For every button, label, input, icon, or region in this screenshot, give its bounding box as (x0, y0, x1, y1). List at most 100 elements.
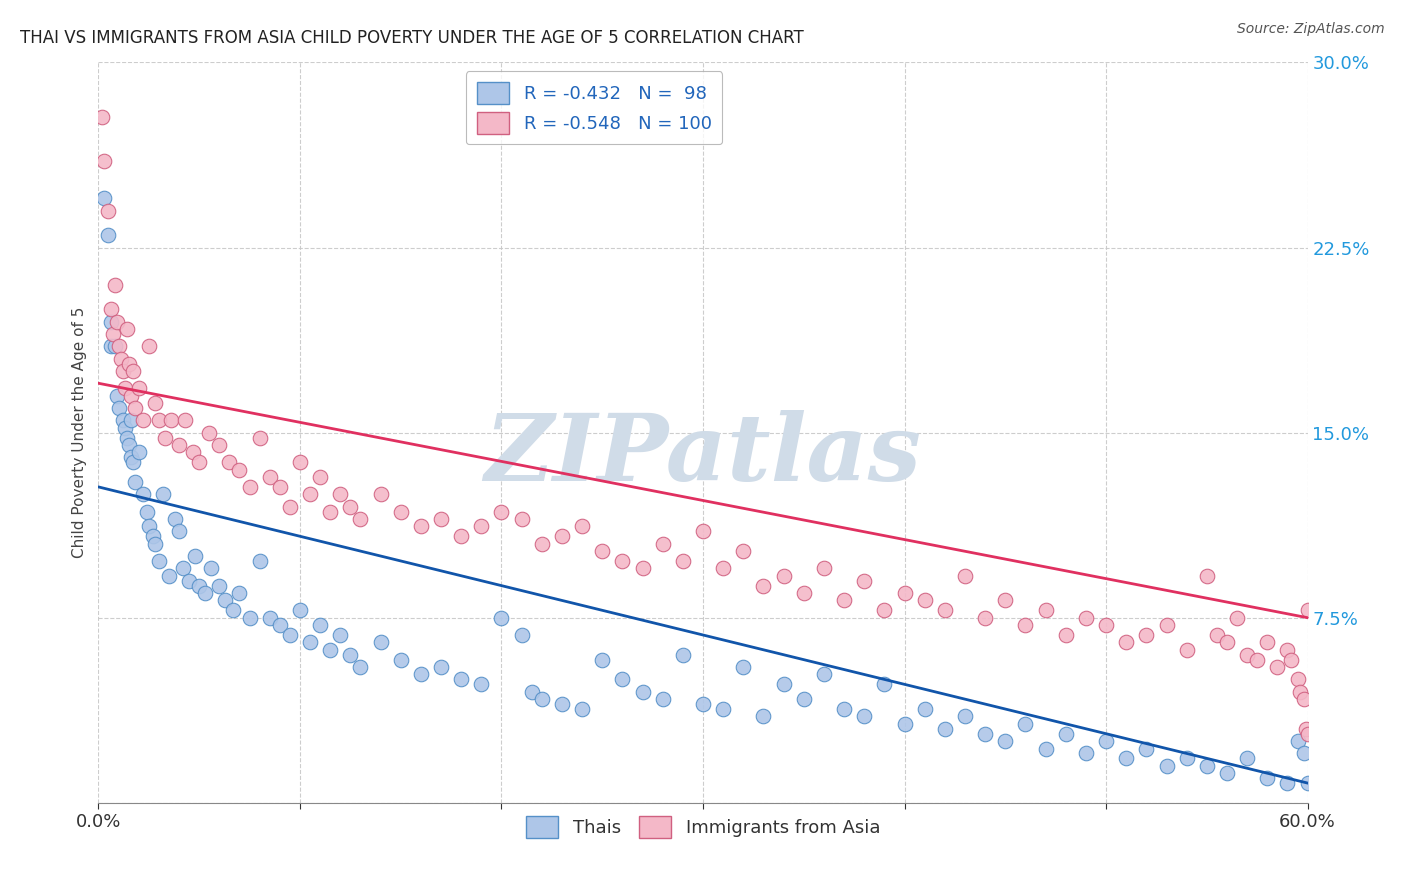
Point (1236, 751, 1258, 765)
Point (571, 702, 593, 716)
Point (1277, 642, 1299, 657)
Point (1256, 635, 1278, 649)
Point (115, 431, 138, 445)
Point (101, 326, 124, 341)
Point (1014, 716, 1036, 731)
Point (832, 702, 855, 716)
Point (530, 692, 553, 706)
Point (1206, 628, 1229, 642)
Point (853, 709, 876, 723)
Point (228, 462, 250, 476)
Point (148, 554, 170, 568)
Point (114, 420, 136, 434)
Point (1216, 635, 1239, 649)
Point (200, 561, 222, 575)
Point (510, 628, 533, 642)
Point (1014, 618, 1036, 632)
Point (198, 425, 221, 440)
Point (370, 487, 392, 501)
Point (711, 702, 734, 716)
Point (1295, 722, 1317, 736)
Point (309, 470, 332, 484)
Point (832, 593, 855, 607)
Point (269, 480, 291, 494)
Point (470, 677, 492, 691)
Point (1292, 747, 1315, 761)
Text: ZIPatlas: ZIPatlas (485, 409, 921, 500)
Point (132, 413, 155, 427)
Point (551, 529, 574, 543)
Point (349, 512, 371, 526)
Point (1286, 673, 1309, 687)
Point (222, 603, 245, 617)
Point (813, 561, 835, 575)
Point (1054, 628, 1077, 642)
Point (1281, 653, 1303, 667)
Point (1115, 751, 1137, 765)
Point (163, 512, 186, 526)
Point (93, 191, 115, 205)
Point (974, 727, 997, 741)
Point (179, 574, 201, 588)
Point (103, 277, 125, 292)
Point (612, 554, 634, 568)
Point (329, 487, 352, 501)
Point (1175, 642, 1198, 657)
Point (692, 697, 714, 711)
Point (1226, 610, 1249, 624)
Point (772, 677, 794, 691)
Point (934, 603, 956, 617)
Point (893, 716, 915, 731)
Point (138, 339, 160, 353)
Point (591, 653, 613, 667)
Point (118, 438, 141, 452)
Point (1095, 734, 1118, 748)
Point (631, 561, 654, 575)
Point (121, 364, 143, 378)
Point (409, 667, 432, 681)
Point (329, 628, 352, 642)
Point (551, 697, 574, 711)
Point (339, 648, 361, 662)
Point (1288, 685, 1310, 699)
Point (953, 568, 976, 582)
Point (188, 579, 211, 593)
Point (1156, 758, 1178, 772)
Point (319, 642, 342, 657)
Point (1035, 603, 1057, 617)
Point (249, 554, 271, 568)
Point (733, 544, 755, 558)
Point (450, 529, 472, 543)
Point (309, 618, 332, 632)
Point (1115, 635, 1137, 649)
Point (132, 487, 155, 501)
Point (218, 455, 240, 469)
Point (893, 586, 915, 600)
Point (994, 593, 1017, 607)
Point (873, 603, 896, 617)
Point (631, 685, 654, 699)
Point (214, 593, 236, 607)
Point (128, 381, 150, 395)
Point (100, 314, 122, 328)
Point (103, 339, 125, 353)
Point (953, 709, 976, 723)
Point (111, 413, 134, 427)
Point (651, 692, 673, 706)
Point (1296, 727, 1319, 741)
Point (249, 431, 271, 445)
Point (110, 351, 132, 366)
Point (510, 512, 533, 526)
Point (853, 574, 876, 588)
Point (111, 364, 134, 378)
Point (143, 396, 166, 410)
Point (813, 667, 835, 681)
Point (339, 500, 361, 514)
Point (349, 660, 371, 674)
Point (672, 648, 695, 662)
Point (530, 536, 553, 550)
Y-axis label: Child Poverty Under the Age of 5: Child Poverty Under the Age of 5 (72, 307, 87, 558)
Point (288, 455, 311, 469)
Point (571, 519, 593, 533)
Point (259, 610, 281, 624)
